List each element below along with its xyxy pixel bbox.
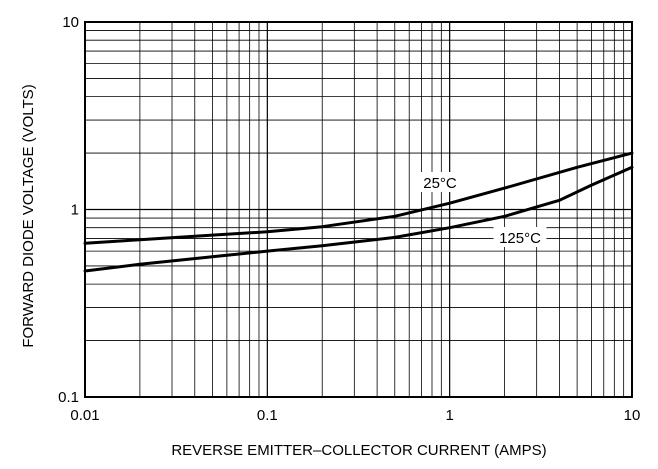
curves — [83, 151, 634, 273]
series-label-group: 25°C — [418, 172, 462, 192]
x-axis-title: REVERSE EMITTER–COLLECTOR CURRENT (AMPS) — [171, 442, 546, 459]
y-tick-label: 1 — [71, 202, 79, 219]
y-tick-label: 0.1 — [58, 389, 79, 406]
series-label: 125°C — [499, 230, 541, 247]
x-tick-label: 1 — [445, 407, 453, 424]
plot-frame — [84, 21, 633, 398]
x-tick-label: 0.1 — [257, 407, 278, 424]
y-tick-labels: 0.1 1 10 — [58, 14, 79, 406]
series-label-background — [418, 172, 462, 192]
x-tick-labels: 0.01 0.1 1 10 — [70, 407, 640, 424]
x-tick-label: 0.01 — [70, 407, 99, 424]
series-label-background — [493, 227, 547, 247]
grid — [84, 22, 632, 398]
y-tick-label: 10 — [62, 14, 79, 31]
series-label: 25°C — [423, 175, 457, 192]
series-label-group: 125°C — [493, 227, 547, 247]
series-labels: 25°C 125°C — [418, 172, 547, 247]
series-line-25c — [83, 151, 634, 245]
y-axis-title: FORWARD DIODE VOLTAGE (VOLTS) — [20, 84, 37, 347]
x-tick-label: 10 — [624, 407, 641, 424]
series-line-125c — [83, 165, 634, 273]
